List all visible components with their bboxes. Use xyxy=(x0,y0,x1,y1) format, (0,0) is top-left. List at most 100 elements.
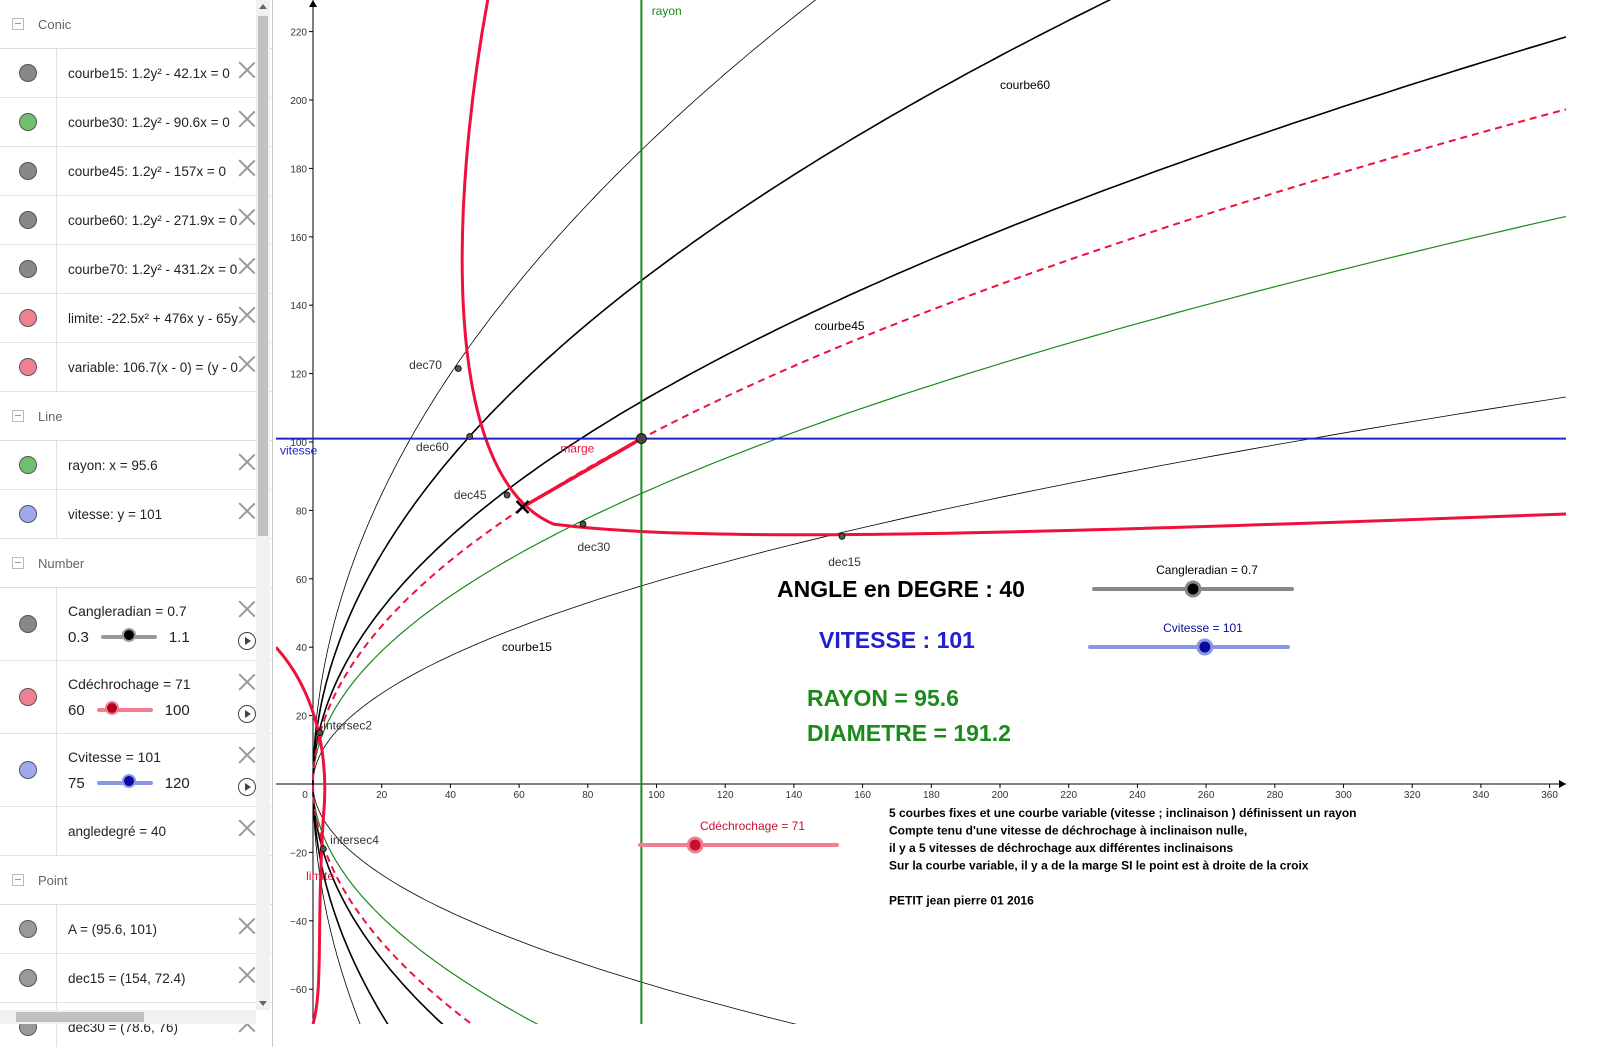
slider-knob[interactable] xyxy=(105,701,120,715)
algebra-row-line[interactable]: rayon: x = 95.6 xyxy=(0,441,272,490)
point-dec15[interactable] xyxy=(838,532,846,540)
play-icon[interactable] xyxy=(238,778,256,796)
point-dec45[interactable] xyxy=(503,491,511,499)
close-icon[interactable] xyxy=(238,600,256,618)
algebra-row-number[interactable]: Cdéchrochage = 71 60 100 xyxy=(0,661,272,734)
number-label[interactable]: Cdéchrochage = 71 xyxy=(68,675,191,692)
point-dec30[interactable] xyxy=(579,520,587,528)
algebra-row-conic[interactable]: limite: -22.5x² + 476x y - 65y² - xyxy=(0,294,272,343)
algebra-row-conic[interactable]: variable: 106.7(x - 0) = (y - 0)² xyxy=(0,343,272,392)
point-A[interactable] xyxy=(635,433,647,444)
number-label[interactable]: Cangleradian = 0.7 xyxy=(68,602,187,619)
algebra-row-conic[interactable]: courbe45: 1.2y² - 157x = 0 xyxy=(0,147,272,196)
algebra-expression[interactable]: courbe30: 1.2y² - 90.6x = 0 xyxy=(68,114,230,130)
algebra-row-conic[interactable]: courbe15: 1.2y² - 42.1x = 0 xyxy=(0,49,272,98)
algebra-expression[interactable]: angledegré = 40 xyxy=(68,823,166,839)
section-conic[interactable]: Conic xyxy=(0,0,272,49)
section-point[interactable]: Point xyxy=(0,856,272,905)
section-line[interactable]: Line xyxy=(0,392,272,441)
curve-courbe60[interactable] xyxy=(312,0,1186,1024)
close-icon[interactable] xyxy=(238,355,256,373)
slider-cdechrochage-knob[interactable] xyxy=(686,836,704,854)
close-icon[interactable] xyxy=(238,110,256,128)
point-intersec2[interactable] xyxy=(316,729,324,737)
collapse-icon[interactable] xyxy=(12,410,24,422)
algebra-row-angledegre[interactable]: angledegré = 40 xyxy=(0,807,272,856)
collapse-icon[interactable] xyxy=(12,557,24,569)
curve-limite-branch[interactable] xyxy=(276,646,327,1024)
visibility-toggle-icon[interactable] xyxy=(19,309,37,327)
slider-cangleradian-knob[interactable] xyxy=(1184,580,1202,598)
algebra-expression[interactable]: vitesse: y = 101 xyxy=(68,506,163,522)
point-dec70[interactable] xyxy=(454,365,462,372)
slider-knob[interactable] xyxy=(121,628,136,642)
scroll-down-icon[interactable] xyxy=(259,1001,267,1006)
slider-cvitesse-label[interactable]: Cvitesse = 101 xyxy=(1163,621,1243,635)
algebra-row-number[interactable]: Cangleradian = 0.7 0.3 1.1 xyxy=(0,588,272,661)
visibility-toggle-icon[interactable] xyxy=(19,456,37,474)
algebra-expression[interactable]: A = (95.6, 101) xyxy=(68,921,157,937)
play-icon[interactable] xyxy=(238,632,256,650)
visibility-toggle-icon[interactable] xyxy=(19,920,37,938)
segment-marge[interactable] xyxy=(521,437,643,509)
slider-knob[interactable] xyxy=(122,774,137,788)
scroll-up-icon[interactable] xyxy=(259,4,267,9)
close-icon[interactable] xyxy=(238,208,256,226)
visibility-toggle-icon[interactable] xyxy=(19,969,37,987)
visibility-toggle-icon[interactable] xyxy=(19,505,37,523)
curve-courbe45[interactable] xyxy=(312,0,1566,1024)
close-icon[interactable] xyxy=(238,746,256,764)
algebra-expression[interactable]: courbe70: 1.2y² - 431.2x = 0 xyxy=(68,261,238,277)
visibility-toggle-icon[interactable] xyxy=(19,260,37,278)
curve-courbe70[interactable] xyxy=(312,0,864,1024)
graphics-view[interactable]: 0 20 40 60 80 100 120 140 160 180 200 220 240 260 280 3… xyxy=(276,0,1566,1024)
slider-cdechrochage-label[interactable]: Cdéchrochage = 71 xyxy=(700,819,805,833)
scrollbar-thumb[interactable] xyxy=(258,16,268,536)
algebra-expression[interactable]: courbe60: 1.2y² - 271.9x = 0 xyxy=(68,212,238,228)
visibility-toggle-icon[interactable] xyxy=(19,688,37,706)
curve-limite[interactable] xyxy=(460,0,1566,537)
algebra-expression[interactable]: rayon: x = 95.6 xyxy=(68,457,158,473)
algebra-row-conic[interactable]: courbe70: 1.2y² - 431.2x = 0 xyxy=(0,245,272,294)
close-icon[interactable] xyxy=(238,917,256,935)
visibility-toggle-icon[interactable] xyxy=(19,64,37,82)
close-icon[interactable] xyxy=(238,159,256,177)
algebra-expression[interactable]: courbe15: 1.2y² - 42.1x = 0 xyxy=(68,65,230,81)
scrollbar-thumb[interactable] xyxy=(16,1012,144,1022)
algebra-expression[interactable]: dec15 = (154, 72.4) xyxy=(68,970,186,986)
algebra-row-line[interactable]: vitesse: y = 101 xyxy=(0,490,272,539)
algebra-row-point[interactable]: dec15 = (154, 72.4) xyxy=(0,954,272,1003)
visibility-toggle-icon[interactable] xyxy=(19,211,37,229)
vertical-scrollbar[interactable] xyxy=(256,0,270,1010)
number-label[interactable]: Cvitesse = 101 xyxy=(68,748,161,765)
algebra-expression[interactable]: limite: -22.5x² + 476x y - 65y² - xyxy=(68,310,238,326)
curve-courbe30[interactable] xyxy=(312,0,1566,1024)
horizontal-scrollbar[interactable] xyxy=(0,1010,256,1024)
close-icon[interactable] xyxy=(238,673,256,691)
close-icon[interactable] xyxy=(238,819,256,837)
section-number[interactable]: Number xyxy=(0,539,272,588)
close-icon[interactable] xyxy=(238,61,256,79)
algebra-row-point[interactable]: A = (95.6, 101) xyxy=(0,905,272,954)
number-slider[interactable] xyxy=(100,628,157,642)
point-dec60[interactable] xyxy=(466,433,474,440)
point-intersec4[interactable] xyxy=(319,845,327,853)
visibility-toggle-icon[interactable] xyxy=(19,615,37,633)
number-slider[interactable] xyxy=(96,774,153,788)
play-icon[interactable] xyxy=(238,705,256,723)
close-icon[interactable] xyxy=(238,966,256,984)
close-icon[interactable] xyxy=(238,502,256,520)
collapse-icon[interactable] xyxy=(12,874,24,886)
curve-courbe15[interactable] xyxy=(312,0,1566,1024)
algebra-row-number[interactable]: Cvitesse = 101 75 120 xyxy=(0,734,272,807)
close-icon[interactable] xyxy=(238,257,256,275)
algebra-expression[interactable]: variable: 106.7(x - 0) = (y - 0)² xyxy=(68,359,238,375)
visibility-toggle-icon[interactable] xyxy=(19,113,37,131)
visibility-toggle-icon[interactable] xyxy=(19,358,37,376)
graphics-canvas[interactable]: 0 20 40 60 80 100 120 140 160 180 200 220 240 260 280 3… xyxy=(276,0,1566,1024)
close-icon[interactable] xyxy=(238,453,256,471)
number-slider[interactable] xyxy=(96,701,153,715)
collapse-icon[interactable] xyxy=(12,18,24,30)
slider-cangleradian-label[interactable]: Cangleradian = 0.7 xyxy=(1156,563,1258,577)
algebra-row-conic[interactable]: courbe30: 1.2y² - 90.6x = 0 xyxy=(0,98,272,147)
